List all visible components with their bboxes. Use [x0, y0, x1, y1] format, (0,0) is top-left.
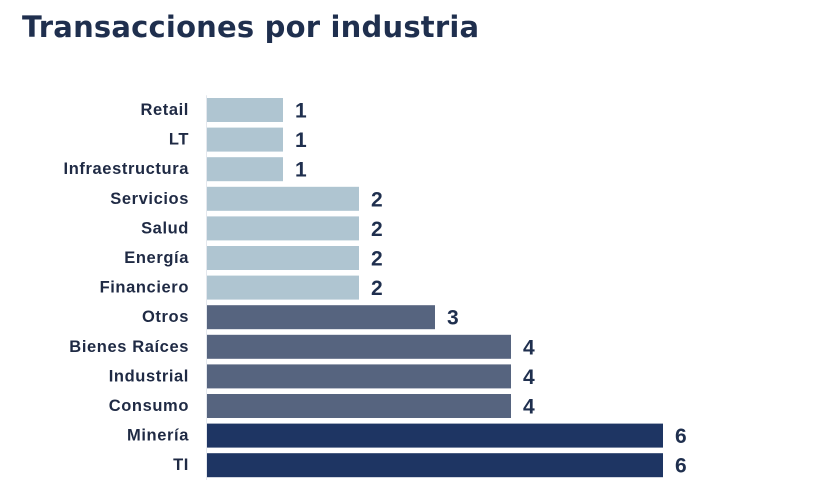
category-label-lt: LT [169, 131, 189, 149]
category-label-servicios: Servicios [110, 190, 189, 208]
value-label-otros: 3 [447, 307, 459, 330]
value-label-ti: 6 [675, 455, 687, 478]
category-label-mineria: Minería [127, 427, 189, 445]
bar-infraestructura [207, 157, 283, 182]
category-label-energia: Energía [124, 249, 189, 267]
bar-industrial [207, 364, 511, 389]
value-label-energia: 2 [371, 248, 383, 271]
category-label-consumo: Consumo [109, 397, 189, 415]
bar-servicios [207, 186, 359, 211]
value-label-consumo: 4 [523, 396, 535, 419]
category-label-bienes-raices: Bienes Raíces [69, 338, 189, 356]
chart-title: Transacciones por industria [22, 10, 480, 44]
value-label-lt: 1 [295, 129, 307, 152]
bar-consumo [207, 394, 511, 418]
value-label-infraestructura: 1 [295, 159, 307, 182]
bar-financiero [207, 275, 359, 300]
bar-lt [207, 127, 283, 152]
value-label-bienes-raices: 4 [523, 336, 535, 359]
category-label-infraestructura: Infraestructura [64, 160, 190, 178]
bar-otros [207, 305, 435, 330]
category-label-ti: TI [173, 456, 189, 474]
value-label-mineria: 6 [675, 425, 687, 448]
value-label-servicios: 2 [371, 188, 383, 211]
category-label-financiero: Financiero [100, 279, 189, 297]
bar-energia [207, 246, 359, 270]
value-label-financiero: 2 [371, 277, 383, 300]
bar-salud [207, 216, 359, 241]
value-label-salud: 2 [371, 218, 383, 241]
value-label-industrial: 4 [523, 366, 535, 389]
category-label-industrial: Industrial [109, 367, 189, 385]
category-label-salud: Salud [141, 219, 189, 237]
category-label-otros: Otros [142, 308, 189, 326]
bar-bienes-raices [207, 334, 511, 359]
bar-retail [207, 98, 283, 122]
value-label-retail: 1 [295, 100, 307, 123]
bar-ti [207, 453, 663, 478]
bar-mineria [207, 423, 663, 448]
category-label-retail: Retail [140, 101, 189, 119]
